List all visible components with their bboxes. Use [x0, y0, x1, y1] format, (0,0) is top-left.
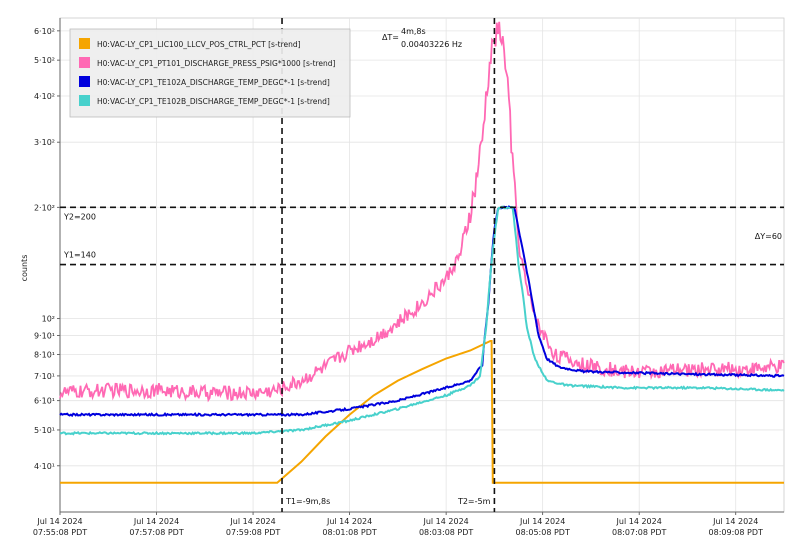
legend-item: H0:VAC-LY_CP1_PT101_DISCHARGE_PRESS_PSIG… [79, 57, 336, 68]
delta-t-label: ΔT= [382, 33, 399, 42]
x-tick-label-date: Jul 14 2024 [133, 517, 179, 526]
series-line [59, 205, 785, 436]
legend-item: H0:VAC-LY_CP1_TE102A_DISCHARGE_TEMP_DEGC… [79, 76, 330, 87]
y-axis-label: counts [20, 255, 29, 282]
legend: H0:VAC-LY_CP1_LIC100_LLCV_POS_CTRL_PCT [… [69, 28, 351, 118]
legend-swatch [79, 95, 90, 106]
y-tick-label: 9·10¹ [34, 332, 55, 341]
x-tick-label-date: Jul 14 2024 [326, 517, 372, 526]
legend-label: H0:VAC-LY_CP1_TE102B_DISCHARGE_TEMP_DEGC… [97, 97, 330, 106]
legend-swatch [79, 76, 90, 87]
cursor-y2-label: Y2=200 [63, 212, 96, 221]
x-tick-label-date: Jul 14 2024 [422, 517, 468, 526]
x-tick-label-time: 08:07:08 PDT [612, 528, 666, 537]
x-tick-label-time: 08:05:08 PDT [515, 528, 569, 537]
y-tick-label: 5·10¹ [34, 426, 55, 435]
x-tick-label-date: Jul 14 2024 [229, 517, 275, 526]
legend-label: H0:VAC-LY_CP1_PT101_DISCHARGE_PRESS_PSIG… [97, 59, 336, 68]
cursor-t2-label: T2=-5m [457, 497, 491, 506]
x-tick-label-date: Jul 14 2024 [616, 517, 662, 526]
x-tick-label-time: 07:59:08 PDT [226, 528, 280, 537]
cursor-t1-label: T1=-9m,8s [285, 497, 330, 506]
legend-label: H0:VAC-LY_CP1_TE102A_DISCHARGE_TEMP_DEGC… [97, 78, 330, 87]
legend-label: H0:VAC-LY_CP1_LIC100_LLCV_POS_CTRL_PCT [… [97, 40, 301, 49]
x-tick-label-date: Jul 14 2024 [712, 517, 758, 526]
legend-item: H0:VAC-LY_CP1_LIC100_LLCV_POS_CTRL_PCT [… [79, 38, 301, 49]
y-tick-label: 4·10² [34, 92, 55, 101]
y-tick-label: 10² [42, 315, 55, 324]
series-line [59, 21, 785, 403]
y-tick-label: 6·10² [34, 27, 55, 36]
delta-t-frequency: 0.00403226 Hz [401, 40, 462, 49]
x-tick-label-date: Jul 14 2024 [36, 517, 82, 526]
series-line [60, 340, 784, 484]
series-line [59, 205, 785, 418]
legend-box [69, 28, 351, 118]
delta-y-label: ΔY=60 [755, 232, 782, 241]
legend-item: H0:VAC-LY_CP1_TE102B_DISCHARGE_TEMP_DEGC… [79, 95, 330, 106]
x-axis: Jul 14 2024 07:55:08 PDT Jul 14 2024 07:57:… [33, 511, 784, 537]
x-tick-label-time: 08:09:08 PDT [709, 528, 763, 537]
x-tick-label-date: Jul 14 2024 [519, 517, 565, 526]
x-tick-label-time: 07:57:08 PDT [129, 528, 183, 537]
series-lines [59, 21, 785, 484]
y-tick-label: 2·10² [34, 203, 55, 212]
y-tick-label: 5·10² [34, 56, 55, 65]
y-tick-label: 3·10² [34, 138, 55, 147]
cursor-y1-label: Y1=140 [63, 251, 96, 260]
y-tick-label: 8·10¹ [34, 350, 55, 359]
legend-swatch [79, 38, 90, 49]
y-tick-label: 7·10¹ [34, 372, 55, 381]
x-tick-label-time: 07:55:08 PDT [33, 528, 87, 537]
x-tick-label-time: 08:03:08 PDT [419, 528, 473, 537]
legend-swatch [79, 57, 90, 68]
y-tick-label: 6·10¹ [34, 397, 55, 406]
delta-t-value: 4m,8s [401, 27, 426, 36]
y-tick-label: 4·10¹ [34, 462, 55, 471]
x-tick-label-time: 08:01:08 PDT [322, 528, 376, 537]
